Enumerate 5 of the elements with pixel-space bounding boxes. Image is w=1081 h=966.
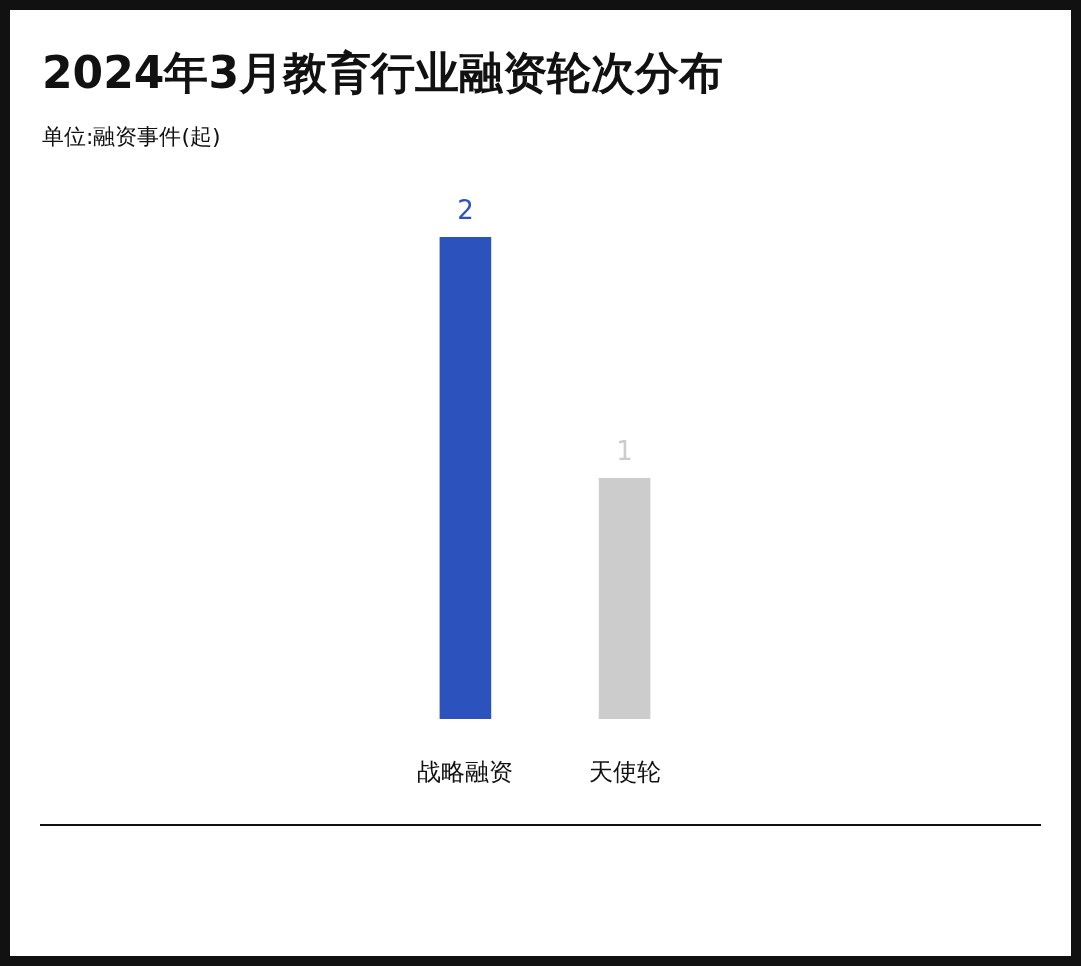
chart-title: 2024年3月教育行业融资轮次分布 <box>42 47 724 98</box>
x-tick-label: 战略融资 <box>417 758 514 786</box>
x-tick-label: 天使轮 <box>588 758 661 786</box>
text: 单位:融资事件(起) <box>42 124 221 149</box>
data-label: 2 <box>457 195 474 225</box>
